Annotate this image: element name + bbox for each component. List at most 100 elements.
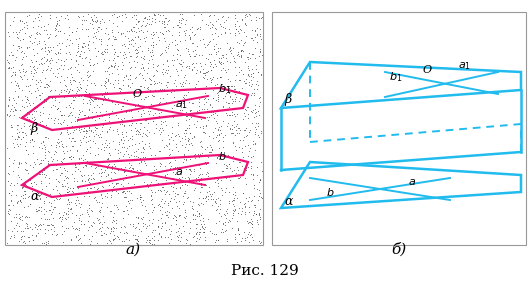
Point [29, 165, 37, 170]
Point [181, 72, 190, 77]
Point [185, 32, 193, 37]
Point [67, 101, 75, 105]
Point [20, 144, 29, 149]
Text: Рис. 129: Рис. 129 [231, 264, 299, 278]
Point [47, 56, 55, 60]
Point [110, 56, 118, 60]
Point [150, 131, 158, 136]
Point [217, 168, 226, 173]
Point [67, 56, 76, 61]
Point [135, 160, 143, 165]
Point [155, 230, 164, 235]
Point [122, 237, 130, 241]
Point [48, 159, 57, 164]
Point [100, 220, 109, 224]
Point [22, 221, 30, 225]
Point [21, 84, 30, 89]
Point [158, 223, 166, 228]
Point [59, 63, 68, 67]
Point [172, 218, 180, 223]
Point [4, 66, 12, 71]
Point [4, 202, 12, 207]
Point [196, 152, 204, 156]
Point [193, 27, 202, 31]
Point [175, 213, 183, 218]
Point [255, 180, 263, 184]
Point [202, 122, 210, 127]
Point [82, 128, 90, 133]
Point [141, 94, 150, 99]
Point [49, 224, 58, 229]
Point [162, 16, 170, 21]
Point [89, 68, 98, 73]
Point [172, 218, 181, 223]
Point [55, 17, 63, 22]
Text: α: α [30, 190, 39, 203]
Point [228, 112, 236, 117]
Point [143, 234, 152, 238]
Point [184, 52, 193, 56]
Point [63, 127, 71, 132]
Point [184, 167, 193, 172]
Point [241, 201, 250, 205]
Point [181, 208, 189, 212]
Point [19, 69, 27, 74]
Point [118, 209, 127, 214]
Point [234, 211, 242, 216]
Point [121, 194, 129, 199]
Point [209, 74, 217, 79]
Point [211, 231, 220, 236]
Point [154, 62, 162, 67]
Point [180, 93, 189, 97]
Point [107, 175, 116, 180]
Point [52, 107, 61, 111]
Point [64, 125, 72, 129]
Point [159, 22, 168, 27]
Point [167, 176, 176, 181]
Point [144, 45, 152, 50]
Point [10, 226, 19, 231]
Point [40, 201, 48, 206]
Point [151, 121, 160, 126]
Point [9, 65, 18, 70]
Point [169, 166, 177, 170]
Point [110, 61, 119, 66]
Point [240, 107, 249, 112]
Point [87, 129, 95, 134]
Point [34, 207, 42, 212]
Point [241, 235, 250, 240]
Point [191, 53, 200, 58]
Point [43, 56, 52, 61]
Point [150, 163, 159, 168]
Point [32, 59, 40, 63]
Point [12, 82, 20, 87]
Point [5, 97, 13, 101]
Point [75, 53, 83, 58]
Point [228, 210, 237, 215]
Point [106, 63, 115, 68]
Point [218, 221, 227, 226]
Point [208, 77, 217, 81]
Point [121, 51, 130, 56]
Point [161, 15, 170, 20]
Point [127, 163, 135, 168]
Point [49, 187, 57, 191]
Point [65, 135, 73, 140]
Point [110, 184, 118, 189]
Point [123, 84, 132, 89]
Point [149, 204, 158, 209]
Point [81, 44, 89, 48]
Point [20, 182, 28, 187]
Point [183, 183, 191, 187]
Point [91, 33, 99, 38]
Point [190, 188, 199, 193]
Point [112, 188, 120, 193]
Point [137, 55, 145, 60]
Point [87, 208, 96, 213]
Point [72, 203, 80, 208]
Point [207, 149, 215, 154]
Point [208, 147, 217, 151]
Point [33, 87, 42, 92]
Point [66, 148, 75, 153]
Point [86, 56, 95, 61]
